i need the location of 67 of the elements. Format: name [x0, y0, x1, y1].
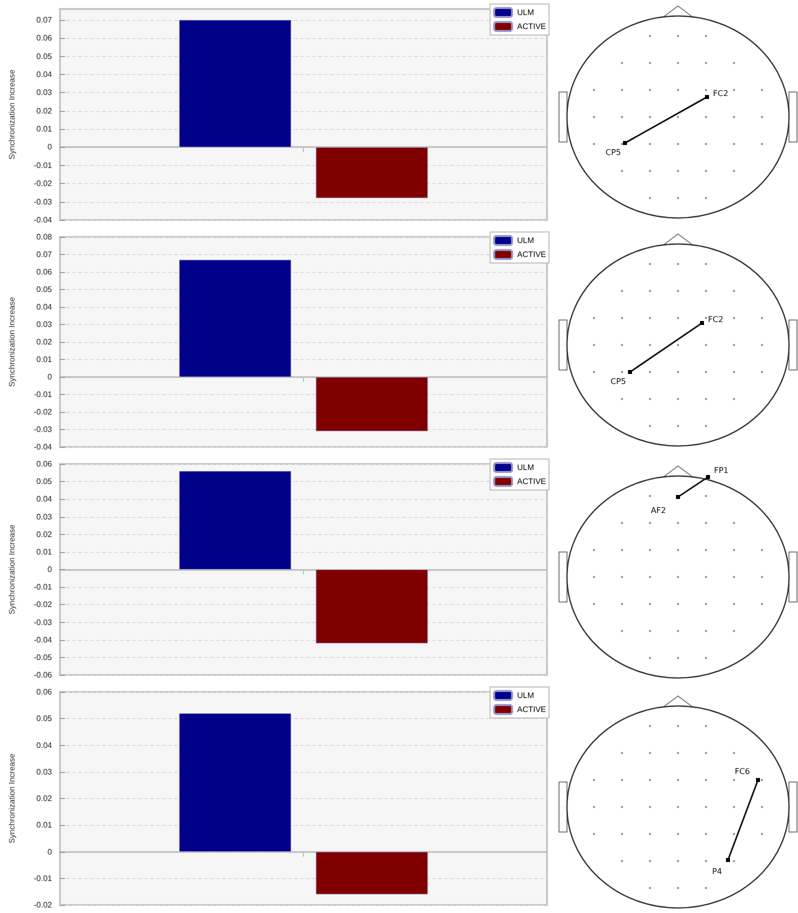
y-tick-label: 0.07	[36, 250, 53, 259]
y-tick-label: -0.01	[34, 874, 53, 883]
y-tick-label: 0.04	[36, 302, 53, 312]
y-tick-label: -0.01	[34, 160, 53, 170]
y-tick-label: 0.02	[36, 794, 53, 803]
text: CP5	[606, 148, 621, 158]
y-tick-label: -0.03	[34, 425, 53, 434]
y-tick-label: -0.06	[34, 670, 53, 680]
y-axis-title: Synchronization Increase	[8, 524, 16, 614]
y-tick-label: 0.05	[36, 52, 53, 61]
text: CP5	[610, 377, 626, 386]
y-tick-label: 0.06	[36, 688, 53, 696]
legend-label: ULM	[517, 8, 534, 17]
y-tick-label: 0.04	[36, 740, 53, 750]
y-tick-label: 0	[48, 142, 53, 152]
y-tick-label: 0.01	[36, 124, 53, 134]
y-tick-label: 0.05	[36, 285, 53, 294]
y-tick-label: -0.02	[34, 179, 53, 188]
y-tick-label: 0.01	[36, 820, 53, 830]
y-tick-label: 0.05	[36, 714, 53, 724]
y-axis-title: Synchronization Increase	[8, 69, 16, 160]
text: FC2	[713, 89, 728, 98]
y-tick-label: 0.04	[36, 70, 53, 79]
y-tick-label: -0.05	[34, 652, 53, 662]
y-tick-label: -0.01	[34, 582, 53, 592]
y-axis-title: Synchronization Increase	[8, 296, 16, 387]
y-tick-label: -0.03	[34, 197, 53, 206]
y-tick-label: 0.07	[36, 15, 53, 24]
legend-label: ULM	[517, 463, 534, 472]
y-tick-label: -0.01	[34, 390, 53, 399]
y-tick-label: 0.03	[36, 88, 53, 98]
y-tick-label: -0.02	[34, 600, 53, 610]
y-tick-label: 0.02	[36, 338, 53, 346]
y-tick-label: 0.03	[36, 767, 53, 776]
text: FP1	[714, 466, 729, 476]
text: FC2	[708, 315, 724, 324]
y-tick-label: -0.04	[34, 216, 53, 224]
legend-label: ACTIVE	[517, 705, 546, 714]
y-tick-label: -0.04	[34, 635, 53, 644]
y-tick-label: 0.01	[36, 547, 53, 556]
y-tick-label: 0.06	[36, 460, 53, 468]
text: P4	[712, 867, 722, 876]
y-tick-label: 0.02	[36, 106, 53, 116]
y-tick-label: 0.05	[36, 477, 53, 486]
y-tick-label: 0.06	[36, 268, 53, 276]
y-tick-label: 0.06	[36, 34, 53, 43]
text: AF2	[650, 506, 666, 516]
y-tick-label: 0.03	[36, 512, 53, 522]
y-tick-label: -0.02	[34, 408, 53, 416]
y-tick-label: 0.03	[36, 320, 53, 329]
y-tick-label: -0.02	[34, 900, 53, 910]
y-tick-label: 0.08	[36, 232, 53, 242]
y-axis-title: Synchronization Increase	[8, 753, 16, 844]
y-tick-label: 0	[48, 847, 53, 856]
legend-label: ACTIVE	[517, 22, 546, 31]
y-tick-label: 0.02	[36, 530, 53, 539]
text: FC6	[734, 767, 750, 776]
legend-label: ULM	[517, 236, 534, 245]
legend-label: ULM	[517, 691, 534, 700]
legend-label: ACTIVE	[517, 250, 546, 259]
y-tick-label: 0.04	[36, 494, 53, 504]
y-tick-label: -0.03	[34, 618, 53, 627]
y-tick-label: 0	[48, 565, 53, 574]
y-tick-label: -0.04	[34, 442, 53, 452]
y-tick-label: 0.01	[36, 355, 53, 364]
legend-label: ACTIVE	[517, 477, 546, 486]
y-tick-label: 0	[48, 372, 53, 382]
